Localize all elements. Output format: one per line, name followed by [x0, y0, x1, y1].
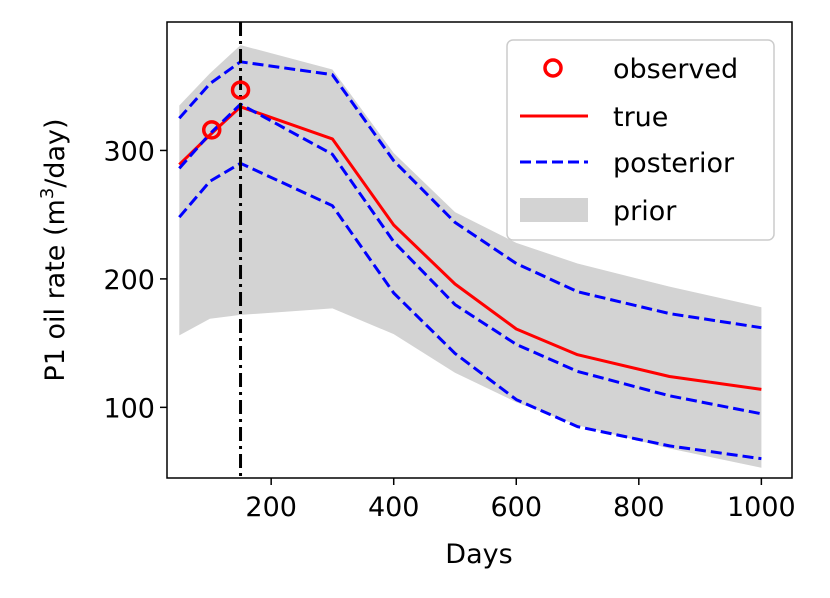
- x-tick-label: 1000: [727, 492, 796, 523]
- series-line-posterior-low: [178, 161, 762, 461]
- plot-area: [178, 22, 762, 478]
- legend-observed-marker: [543, 58, 563, 78]
- legend-true-label: true: [613, 102, 668, 133]
- series-layer: [178, 60, 762, 461]
- legend-prior-swatch: [520, 198, 588, 222]
- x-tick-label: 800: [613, 492, 665, 523]
- y-axis-ticks: 100 200 300: [103, 136, 167, 424]
- series-line-posterior-mid: [178, 102, 762, 416]
- y-axis-label-prefix: P1 oil rate (m: [40, 199, 71, 381]
- observed-point: [201, 120, 222, 140]
- series-line-posterior: [178, 60, 762, 330]
- x-tick-label: 400: [368, 492, 420, 523]
- y-axis-label-sup: 3: [37, 188, 58, 199]
- y-tick-label: 300: [103, 136, 155, 167]
- x-tick-label: 200: [245, 492, 297, 523]
- x-axis-ticks: 200 400 600 800 1000: [245, 478, 796, 523]
- legend-prior-label: prior: [613, 196, 677, 227]
- y-tick-label: 100: [103, 393, 155, 424]
- legend: observed true posterior prior: [506, 39, 775, 241]
- x-axis-label: Days: [445, 539, 512, 570]
- observed-point: [230, 80, 251, 100]
- legend-box: [506, 39, 775, 241]
- observed-points: [201, 80, 251, 140]
- plot-frame: [166, 21, 793, 479]
- y-axis-label-suffix: /day): [40, 118, 71, 187]
- x-tick-label: 600: [490, 492, 542, 523]
- legend-posterior-label: posterior: [613, 148, 735, 179]
- y-tick-label: 200: [103, 265, 155, 296]
- y-axis-label: P1 oil rate (m3/day): [37, 118, 71, 381]
- legend-observed-label: observed: [613, 54, 738, 85]
